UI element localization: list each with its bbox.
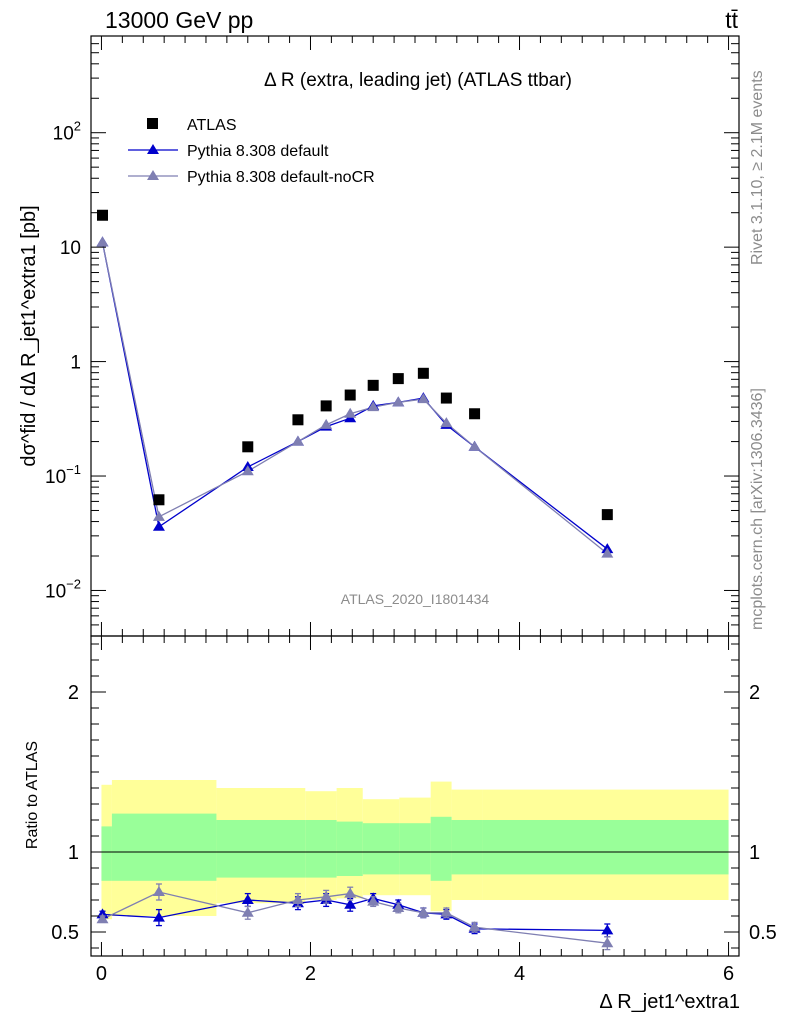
- ratio-y-tick-label: 2: [68, 682, 79, 704]
- ratio-inner-band: [482, 820, 729, 875]
- main-y-tick-label: 1: [70, 353, 81, 374]
- process-label: tt̄: [725, 7, 738, 33]
- ratio-data-marks: [96, 883, 614, 951]
- main-mc-point: [320, 418, 333, 429]
- main-data-point: [153, 494, 165, 506]
- main-data-point: [242, 441, 254, 453]
- legend-marker-nocr: [147, 170, 159, 180]
- ratio-mc-point: [241, 894, 254, 904]
- legend-marker-atlas: [147, 118, 158, 129]
- ratio-mc-point: [344, 898, 357, 909]
- main-mc-point: [344, 407, 357, 418]
- energy-label: 13000 GeV pp: [105, 7, 253, 33]
- main-mc-point: [468, 440, 481, 451]
- main-x-ticks: [100, 36, 730, 636]
- ratio-panel: 0.5 0.5 1 1 2 2 0 2 4 6 Ratio to ATLAS Δ R_jet1^…: [24, 635, 777, 1013]
- ratio-y-tick-label-right: 0.5: [749, 922, 777, 944]
- main-mc-point: [601, 547, 614, 558]
- x-tick-label: 2: [305, 963, 316, 985]
- main-data-point: [601, 509, 613, 521]
- x-tick-label: 0: [96, 963, 107, 985]
- ratio-inner-band: [216, 820, 306, 878]
- main-mc-point: [392, 396, 405, 407]
- legend-marker-default: [147, 144, 159, 154]
- legend: ATLAS Pythia 8.308 default Pythia 8.308 …: [128, 117, 375, 186]
- x-tick-label: 4: [514, 963, 525, 985]
- ratio-mc-point: [241, 906, 254, 917]
- ratio-mc-point: [152, 886, 165, 896]
- main-mc-point: [96, 236, 109, 247]
- ratio-mc-point: [152, 911, 165, 922]
- main-y-ticks: 10−2 10−1 1 10 102: [45, 35, 739, 637]
- ratio-inner-band: [336, 821, 363, 876]
- main-mc-point: [417, 393, 430, 404]
- ratio-y-tick-label: 0.5: [51, 922, 79, 944]
- main-data-point: [292, 414, 304, 426]
- main-mc-point: [291, 435, 304, 446]
- main-data-point: [440, 392, 452, 404]
- legend-label-default: Pythia 8.308 default: [187, 143, 329, 160]
- main-y-tick-label: 102: [53, 119, 81, 145]
- main-data-point: [469, 408, 481, 420]
- ratio-mc-point: [344, 887, 357, 898]
- main-data-point: [320, 400, 332, 412]
- ratio-y-tick-label: 1: [68, 842, 79, 864]
- x-axis-label: Δ R_jet1^extra1: [599, 991, 740, 1013]
- ratio-mc-point: [392, 902, 405, 912]
- ratio-inner-band: [101, 826, 112, 881]
- main-data-point: [367, 379, 379, 391]
- main-mc-point: [152, 510, 165, 521]
- legend-label-nocr: Pythia 8.308 default-noCR: [187, 169, 375, 186]
- main-mc-point: [152, 520, 165, 531]
- ratio-mc-point: [367, 895, 380, 906]
- main-y-tick-label: 10−2: [45, 576, 81, 602]
- main-data-point: [344, 389, 356, 401]
- main-data-marks: [96, 209, 614, 558]
- main-y-axis-label-text: dσ^fid / dΔ R_jet1^extra1 [pb]: [18, 205, 40, 466]
- ratio-mc-point: [96, 913, 109, 924]
- analysis-watermark: ATLAS_2020_I1801434: [341, 591, 490, 607]
- ratio-mc-point: [440, 906, 453, 917]
- legend-label-atlas: ATLAS: [187, 117, 237, 134]
- ratio-inner-band: [430, 816, 452, 881]
- main-y-axis-label: dσ^fid / dΔ R_jet1^extra1 [pb]: [18, 205, 40, 466]
- x-tick-label: 6: [723, 963, 734, 985]
- ratio-y-ticks: 0.5 0.5 1 1 2 2: [51, 643, 777, 949]
- ratio-uncertainty-bands: [101, 780, 729, 920]
- main-mc-point: [440, 417, 453, 428]
- chart-title: Δ R (extra, leading jet) (ATLAS ttbar): [264, 70, 572, 91]
- ratio-inner-band: [305, 820, 337, 878]
- ratio-mc-point: [601, 924, 614, 935]
- ratio-mc-point: [320, 890, 333, 901]
- main-data-point: [392, 373, 404, 385]
- ratio-y-tick-label-right: 1: [749, 842, 760, 864]
- ratio-x-ticks: 0 2 4 6: [96, 636, 734, 985]
- ratio-inner-band: [362, 823, 400, 875]
- ratio-inner-band: [451, 820, 483, 875]
- main-panel: 10−2 10−1 1 10 102 Δ R (extra, leading jet) …: [18, 35, 740, 637]
- main-y-tick-label: 10−1: [45, 462, 81, 488]
- main-data-point: [96, 209, 108, 221]
- main-data-point: [417, 367, 429, 379]
- main-mc-point: [241, 465, 254, 476]
- ratio-mc-point: [468, 921, 481, 932]
- ratio-mc-point: [601, 937, 614, 948]
- ratio-inner-band: [399, 823, 431, 875]
- rivet-version-label: Rivet 3.1.10, ≥ 2.1M events: [749, 70, 766, 265]
- mcplots-url-label: mcplots.cern.ch [arXiv:1306.3436]: [749, 388, 766, 630]
- main-mc-point: [367, 401, 380, 412]
- ratio-inner-band: [111, 813, 217, 881]
- main-y-tick-label: 10: [60, 238, 81, 259]
- ratio-y-axis-label: Ratio to ATLAS: [24, 741, 41, 849]
- ratio-mc-point: [291, 894, 304, 904]
- ratio-mc-point: [417, 906, 430, 917]
- ratio-y-tick-label-right: 2: [749, 682, 760, 704]
